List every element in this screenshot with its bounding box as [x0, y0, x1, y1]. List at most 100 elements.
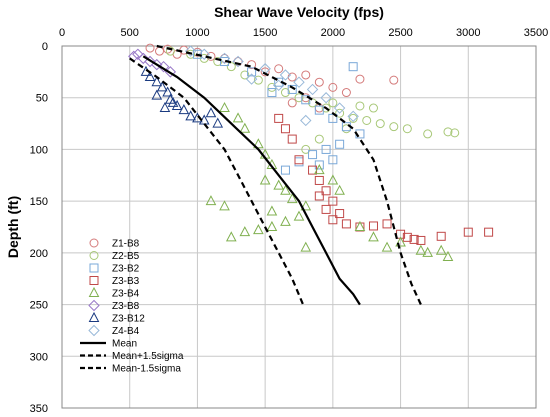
data-point: [306, 83, 319, 96]
data-point: [341, 88, 351, 98]
y-tick-label: 150: [30, 196, 48, 208]
x-tick-label: 3500: [524, 27, 548, 39]
data-point: [240, 70, 250, 80]
data-point: [253, 75, 263, 85]
data-point: [144, 70, 156, 82]
legend-marker: [89, 276, 99, 285]
scatter-series: [128, 43, 494, 261]
data-point: [260, 67, 270, 77]
data-point: [233, 57, 243, 67]
data-point: [335, 209, 345, 219]
data-point: [184, 45, 197, 57]
data-point: [267, 88, 277, 98]
data-point: [328, 155, 338, 165]
x-tick-label: 2500: [388, 27, 412, 39]
data-point: [355, 74, 365, 84]
legend-marker: [88, 286, 100, 297]
data-point: [157, 60, 170, 73]
data-point: [192, 49, 202, 59]
data-point: [226, 62, 236, 72]
legend-label: Mean+1.5sigma: [112, 351, 184, 362]
data-point: [178, 104, 190, 115]
data-point: [395, 236, 406, 247]
data-point: [198, 48, 210, 60]
data-point: [484, 227, 494, 237]
data-point: [389, 75, 399, 85]
data-point: [375, 119, 385, 129]
data-point: [327, 174, 339, 185]
data-point: [253, 138, 264, 149]
x-axis-title: Shear Wave Velocity (fps): [214, 4, 384, 20]
data-point: [422, 246, 433, 257]
legend-label: Z3-B8: [112, 301, 140, 312]
series-Z3-B2: [192, 49, 365, 175]
data-point: [348, 113, 358, 123]
data-point: [314, 160, 324, 170]
data-point: [381, 241, 393, 252]
x-tick-label: 500: [121, 27, 139, 39]
data-point: [328, 82, 338, 92]
data-point: [280, 184, 291, 195]
legend-marker: [88, 299, 100, 312]
data-point: [443, 127, 453, 137]
data-point: [225, 231, 237, 242]
data-point: [272, 79, 285, 92]
data-point: [287, 98, 297, 108]
data-point: [402, 124, 412, 134]
data-point: [213, 57, 223, 67]
x-tick-label: 0: [59, 27, 65, 39]
data-point: [382, 219, 392, 229]
data-point: [347, 110, 359, 123]
x-tick-label: 2000: [321, 27, 345, 39]
curve-Mean: [142, 55, 361, 306]
data-point: [355, 101, 365, 111]
data-point: [132, 48, 144, 60]
y-tick-label: 50: [36, 93, 48, 105]
data-point: [273, 179, 285, 190]
legend-label: Z3-B2: [112, 264, 140, 275]
data-point: [219, 101, 230, 113]
data-point: [308, 150, 318, 160]
data-point: [185, 110, 196, 121]
data-point: [368, 231, 379, 242]
data-point: [301, 144, 311, 154]
data-point: [219, 200, 230, 211]
data-point: [301, 70, 311, 80]
x-tick-label: 1500: [253, 27, 277, 39]
data-point: [300, 114, 312, 127]
plot-frame: [61, 45, 537, 409]
data-point: [301, 95, 311, 105]
data-point: [415, 244, 427, 255]
data-point: [239, 122, 251, 133]
data-point: [137, 52, 149, 65]
legend-label: Mean-1.5sigma: [112, 364, 181, 375]
curve-Mean+1.5sigma: [156, 44, 422, 306]
y-axis-ticks: 0 50 100 150 200 250 300 350: [30, 41, 48, 415]
data-point: [280, 165, 290, 175]
y-tick-label: 300: [30, 351, 48, 363]
data-point: [409, 234, 419, 244]
data-point: [436, 231, 446, 241]
y-tick-label: 200: [30, 248, 48, 260]
data-point: [300, 241, 312, 252]
data-point: [321, 144, 331, 154]
data-point: [423, 129, 433, 139]
data-point: [293, 76, 305, 88]
legend-marker: [89, 238, 99, 248]
data-point: [156, 81, 168, 92]
data-point: [333, 102, 346, 114]
data-point: [321, 186, 331, 196]
data-point: [274, 113, 284, 123]
data-point: [186, 49, 196, 59]
y-axis-title: Depth (ft): [5, 196, 21, 258]
data-point: [314, 191, 324, 201]
data-point: [314, 105, 324, 115]
data-point: [232, 55, 244, 68]
data-point: [348, 62, 358, 72]
x-tick-label: 1000: [185, 27, 209, 39]
data-point: [279, 69, 292, 81]
legend-marker: [89, 263, 99, 273]
data-point: [334, 184, 345, 195]
